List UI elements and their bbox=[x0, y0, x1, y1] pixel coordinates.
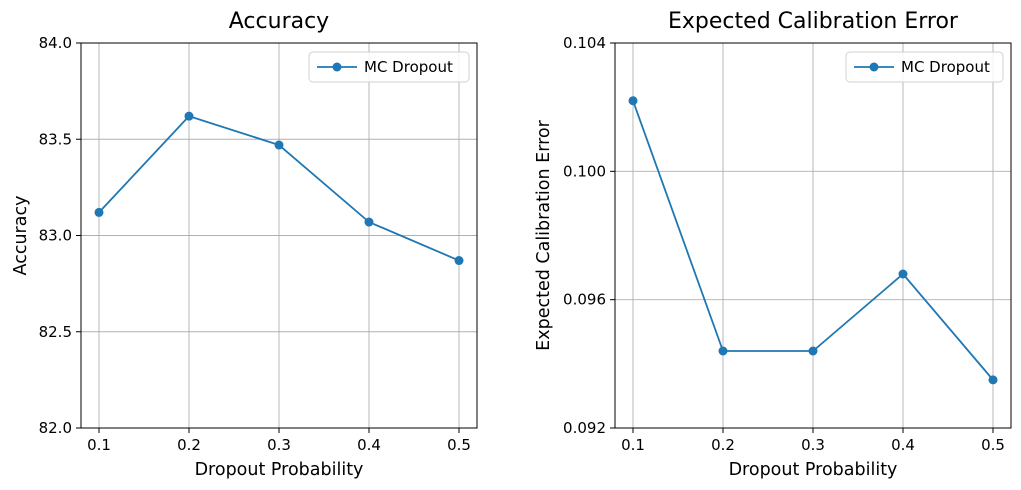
data-point bbox=[988, 375, 998, 385]
legend-marker bbox=[869, 62, 879, 72]
data-point bbox=[628, 96, 638, 106]
x-tick-label: 0.3 bbox=[267, 436, 291, 454]
legend-label: MC Dropout bbox=[364, 58, 453, 76]
y-tick-label: 0.096 bbox=[563, 291, 606, 309]
x-tick-label: 0.5 bbox=[981, 436, 1005, 454]
y-tick-label: 0.104 bbox=[563, 34, 606, 52]
x-tick-label: 0.4 bbox=[891, 436, 915, 454]
data-point bbox=[718, 346, 728, 356]
legend-box bbox=[845, 51, 1004, 83]
x-axis-label: Dropout Probability bbox=[195, 460, 364, 480]
y-tick-label: 82.0 bbox=[39, 419, 72, 437]
x-tick-label: 0.2 bbox=[711, 436, 735, 454]
legend-box bbox=[308, 51, 470, 83]
data-point bbox=[184, 111, 194, 121]
y-tick-label: 83.5 bbox=[39, 130, 72, 148]
legend-label: MC Dropout bbox=[901, 58, 990, 76]
y-tick-label: 0.092 bbox=[563, 419, 606, 437]
y-tick-label: 83.0 bbox=[39, 227, 72, 245]
data-point bbox=[274, 140, 284, 150]
x-tick-label: 0.1 bbox=[87, 436, 111, 454]
x-tick-label: 0.2 bbox=[177, 436, 201, 454]
data-point bbox=[364, 217, 374, 227]
x-tick-label: 0.4 bbox=[357, 436, 381, 454]
data-point bbox=[94, 207, 104, 217]
calibration-error-chart: 0.1 0.2 0.3 0.4 0.5 0.092 0.096 0.100 0.104 Expec… bbox=[534, 9, 1012, 480]
x-tick-label: 0.3 bbox=[801, 436, 825, 454]
x-axis-label: Dropout Probability bbox=[729, 460, 898, 480]
x-tick-label: 0.5 bbox=[447, 436, 471, 454]
y-tick-label: 82.5 bbox=[39, 323, 72, 341]
data-point bbox=[454, 256, 464, 266]
data-point bbox=[898, 269, 908, 279]
y-axis-label: Expected Calibration Error bbox=[534, 119, 554, 350]
x-tick-label: 0.1 bbox=[621, 436, 645, 454]
accuracy-chart: 0.1 0.2 0.3 0.4 0.5 82.0 82.5 83.0 83.5 84.0 Accur… bbox=[11, 9, 478, 480]
data-point bbox=[808, 346, 818, 356]
chart-title: Expected Calibration Error bbox=[668, 9, 959, 34]
legend-marker bbox=[332, 62, 342, 72]
y-tick-label: 84.0 bbox=[39, 34, 72, 52]
y-tick-label: 0.100 bbox=[563, 162, 606, 180]
chart-title: Accuracy bbox=[229, 9, 329, 34]
y-axis-label: Accuracy bbox=[11, 196, 31, 276]
